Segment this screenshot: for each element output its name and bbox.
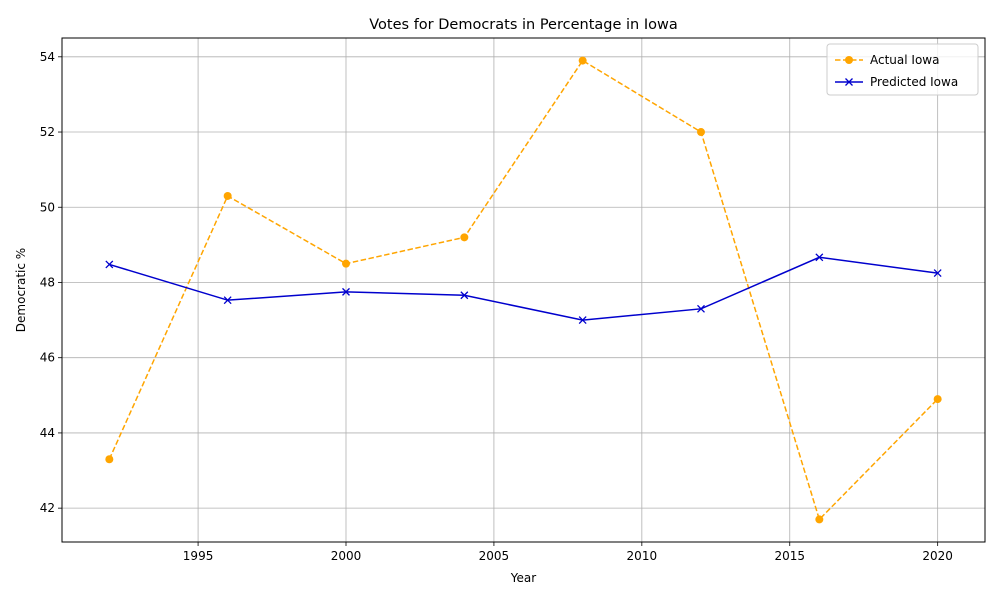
- data-point-predicted-iowa: [460, 291, 469, 300]
- x-tick-label: 2005: [479, 549, 510, 563]
- legend-marker-actual-iowa: [845, 56, 853, 64]
- data-point-predicted-iowa: [815, 253, 824, 262]
- series-line-actual-iowa: [108, 59, 939, 521]
- legend-label-predicted-iowa: Predicted Iowa: [870, 75, 958, 89]
- data-point-actual-iowa: [460, 233, 469, 242]
- axis-ticks: 1995 2000 2005 2010 2015 2020 42 44 46 48 50 52 54: [40, 50, 953, 563]
- x-tick-label: 2015: [774, 549, 805, 563]
- data-point-actual-iowa: [105, 455, 114, 464]
- data-point-predicted-iowa: [223, 296, 232, 305]
- data-point-actual-iowa: [578, 56, 587, 65]
- data-point-actual-iowa: [223, 191, 232, 200]
- data-point-predicted-iowa: [105, 260, 114, 269]
- y-tick-label: 48: [40, 275, 55, 289]
- plot-frame: [61, 37, 986, 543]
- grid: [62, 38, 985, 542]
- y-tick-label: 44: [40, 426, 55, 440]
- data-point-actual-iowa: [342, 259, 350, 268]
- data-point-actual-iowa: [933, 395, 942, 404]
- data-point-predicted-iowa: [697, 304, 705, 313]
- y-tick-label: 50: [40, 200, 55, 214]
- data-point-predicted-iowa: [342, 287, 350, 296]
- x-tick-label: 2010: [627, 549, 658, 563]
- y-tick-label: 42: [40, 501, 55, 515]
- x-tick-label: 2020: [922, 549, 953, 563]
- data-point-predicted-iowa: [578, 316, 587, 325]
- x-axis-label: Year: [510, 571, 536, 585]
- data-point-predicted-iowa: [933, 269, 942, 278]
- y-axis-label: Democratic %: [14, 248, 28, 332]
- data-point-actual-iowa: [697, 128, 705, 137]
- legend: Actual Iowa Predicted Iowa: [826, 43, 979, 96]
- y-tick-label: 46: [40, 351, 55, 365]
- y-tick-label: 52: [40, 125, 55, 139]
- data-point-actual-iowa: [815, 515, 824, 524]
- legend-label-actual-iowa: Actual Iowa: [870, 53, 939, 67]
- x-tick-label: 1995: [183, 549, 214, 563]
- legend-box: [826, 43, 979, 96]
- series-line-predicted-iowa: [109, 256, 938, 321]
- series: [105, 56, 942, 524]
- x-tick-label: 2000: [331, 549, 362, 563]
- chart-title: Votes for Democrats in Percentage in Iow…: [369, 17, 677, 33]
- y-tick-label: 54: [40, 50, 55, 64]
- legend-marker-predicted-iowa: [845, 78, 853, 86]
